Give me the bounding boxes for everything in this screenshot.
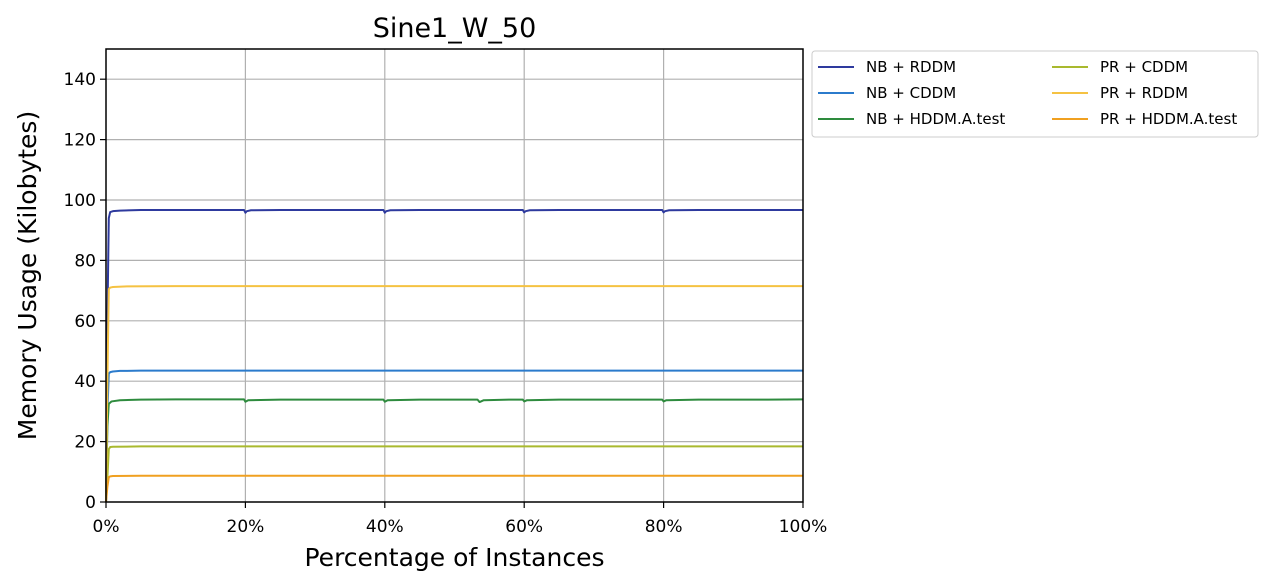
legend-label-3: PR + CDDM [1100,58,1188,76]
legend-label-2: NB + HDDM.A.test [866,110,1005,128]
y-tick-label: 0 [85,493,96,513]
y-tick-label: 100 [64,191,96,211]
legend: NB + RDDM NB + CDDM NB + HDDM.A.test PR + C… [811,50,1259,138]
x-tick-label: 100% [779,517,828,537]
series-line-3 [105,445,803,503]
chart-title: Sine1_W_50 [373,13,537,44]
x-tick-label: 40% [366,517,404,537]
y-tick-label: 60 [74,312,96,332]
y-tick-label: 20 [74,433,96,453]
x-tick-label: 0% [93,517,120,537]
series-line-5 [105,474,803,503]
y-tick-label: 80 [74,251,96,271]
series-line-1 [105,369,803,503]
y-tick-label: 140 [64,70,96,90]
y-tick-label: 40 [74,372,96,392]
series-line-4 [105,285,803,503]
series-line-2 [105,398,804,503]
series-line-0 [105,208,803,503]
x-tick-label: 60% [505,517,543,537]
grid-lines [106,49,803,502]
y-tick-label: 120 [64,131,96,151]
y-axis-title: Memory Usage (Kilobytes) [13,111,42,440]
legend-label-5: PR + HDDM.A.test [1100,110,1237,128]
x-tick-label: 80% [645,517,683,537]
plot-area-frame [105,48,804,503]
legend-label-0: NB + RDDM [866,58,956,76]
axis-ticks: 0% 20% 40% 60% 80% 100% 0 20 40 60 80 100 120 140 [64,70,828,537]
series-lines [105,208,804,503]
legend-label-1: NB + CDDM [866,84,956,102]
legend-frame [811,50,1259,138]
x-axis-title: Percentage of Instances [305,543,605,572]
legend-label-4: PR + RDDM [1100,84,1188,102]
x-tick-label: 20% [227,517,265,537]
